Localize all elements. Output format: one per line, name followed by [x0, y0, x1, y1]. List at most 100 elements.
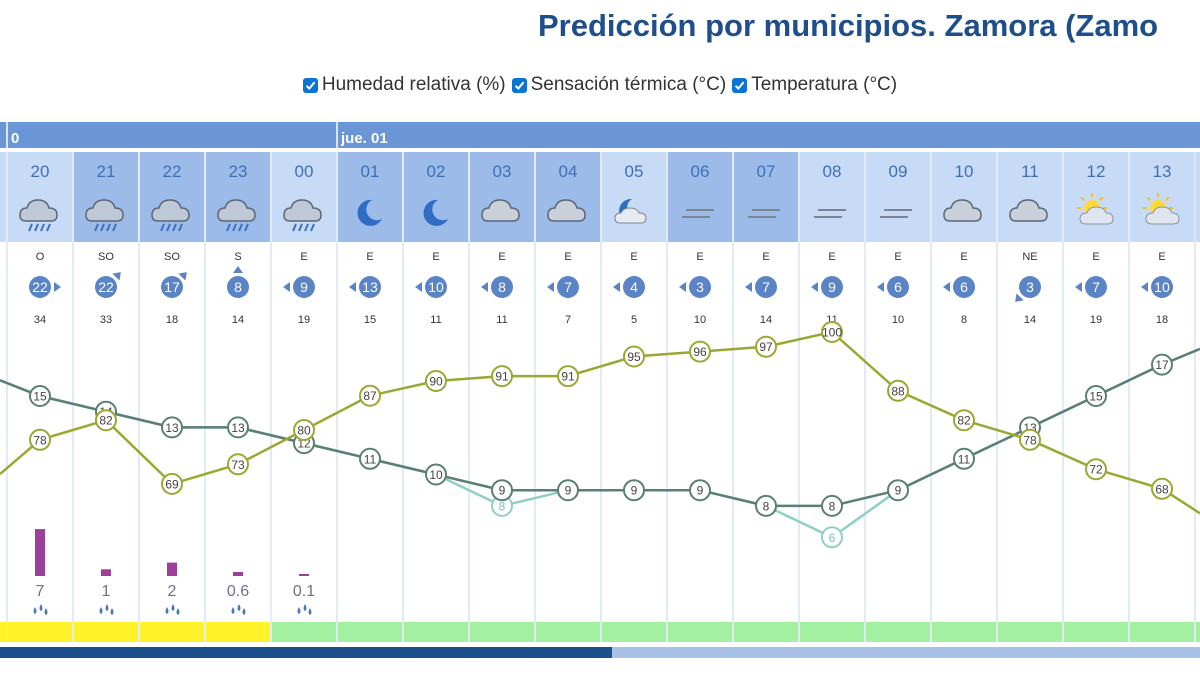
hour-label: 12 [1087, 162, 1106, 181]
day-label: jue. 01 [340, 130, 388, 147]
hour-cell [1195, 152, 1200, 242]
humidity-point [1085, 458, 1107, 481]
hour-cell [668, 152, 732, 242]
precipitation-label: 0.1 [293, 583, 315, 600]
humidity-point [227, 453, 249, 476]
moon-icon [423, 199, 448, 226]
humidity-point [359, 384, 381, 407]
temperature-value: 11 [958, 452, 971, 466]
hour-label: 21 [97, 162, 116, 181]
wind-speed-label: 4 [630, 279, 638, 295]
feels-like-value: 8 [499, 499, 506, 513]
wind-gust-label: 11 [826, 314, 837, 326]
wind-speed-label: 8 [498, 279, 506, 295]
humidity-point [755, 335, 777, 358]
temperature-point [887, 479, 909, 502]
wind-direction-label: E [960, 251, 967, 263]
wind-badge: 7 [1075, 276, 1107, 298]
warning-cell [206, 622, 270, 642]
wind-badge: 8 [227, 266, 249, 298]
wind-direction-label: E [564, 251, 571, 263]
temperature-point [623, 479, 645, 502]
wind-direction-label: E [894, 251, 901, 263]
fog-icon [748, 209, 780, 218]
moon-cloud-icon [614, 198, 647, 224]
cloud-icon [547, 199, 586, 222]
checkbox-humidity[interactable] [302, 77, 318, 93]
wind-badge: 6 [877, 276, 909, 298]
hour-cell [404, 152, 468, 242]
cloud-rain-icon [283, 199, 322, 232]
legend-label-humidity: Humedad relativa (%) [321, 74, 506, 95]
hour-cell [602, 152, 666, 242]
legend-item-temperature[interactable]: Temperatura (°C) [732, 74, 897, 96]
humidity-value: 96 [693, 345, 707, 359]
feels-like-value: 6 [829, 531, 836, 545]
wind-direction-label: S [234, 251, 241, 263]
hour-cell [8, 152, 72, 242]
hour-label: 06 [691, 162, 710, 181]
hour-label: 00 [295, 162, 314, 181]
warning-cell [272, 622, 336, 642]
wind-direction-label: SO [164, 251, 180, 263]
humidity-point [293, 419, 315, 441]
checkbox-temperature[interactable] [732, 77, 748, 93]
legend-item-feels-like[interactable]: Sensación térmica (°C) [511, 74, 727, 96]
hour-cell [1130, 152, 1194, 242]
cloud-rain-icon [19, 199, 58, 232]
precipitation-bar [299, 574, 309, 576]
temperature-value: 9 [895, 484, 902, 498]
legend-label-feels-like: Sensación térmica (°C) [530, 74, 727, 95]
precipitation-bar [35, 529, 45, 576]
wind-badge: 22 [29, 276, 61, 298]
wind-gust-label: 18 [1156, 314, 1168, 326]
wind-gust-label: 8 [961, 314, 967, 326]
hour-label: 04 [559, 162, 578, 181]
wind-gust-label: 33 [100, 314, 112, 326]
wind-speed-label: 7 [762, 279, 770, 295]
temperature-value: 10 [429, 468, 443, 482]
humidity-point [29, 428, 51, 451]
humidity-value: 78 [1023, 433, 1037, 447]
warning-cell [866, 622, 930, 642]
wind-badge: 9 [283, 276, 315, 298]
humidity-point [953, 409, 975, 432]
temperature-point [359, 447, 381, 470]
legend-item-humidity[interactable]: Humedad relativa (%) [302, 74, 506, 96]
legend: Humedad relativa (%) Sensación térmica (… [0, 74, 1200, 96]
feels-like-point [821, 526, 843, 549]
humidity-point [95, 409, 117, 432]
temperature-value: 9 [631, 484, 638, 498]
hour-cell [932, 152, 996, 242]
checkbox-feels-like[interactable] [511, 77, 527, 93]
wind-direction-label: E [1158, 251, 1165, 263]
temperature-value: 13 [165, 421, 179, 435]
wind-gust-label: 5 [631, 314, 637, 326]
wind-gust-label: 14 [232, 314, 244, 326]
wind-direction-label: E [828, 251, 835, 263]
wind-direction-label: NE [1022, 251, 1037, 263]
warning-cell [74, 622, 138, 642]
scrollbar-thumb[interactable] [0, 647, 612, 658]
humidity-value: 100 [822, 326, 842, 340]
warning-cell [932, 622, 996, 642]
wind-speed-label: 3 [696, 279, 704, 295]
temperature-value: 13 [231, 421, 245, 435]
day-label: 0 [11, 130, 19, 147]
check-icon [734, 81, 745, 90]
hour-label: 02 [427, 162, 446, 181]
wind-direction-label: E [696, 251, 703, 263]
cloud-icon [1009, 199, 1048, 222]
humidity-point [491, 365, 513, 388]
wind-badge: 7 [547, 276, 579, 298]
temperature-point [1085, 385, 1107, 407]
wind-gust-label: 11 [496, 314, 507, 326]
fog-icon [682, 209, 714, 218]
hour-cell [140, 152, 204, 242]
raindrops-icon [231, 604, 246, 615]
wind-badge: 10 [415, 276, 447, 298]
wind-gust-label: 18 [166, 314, 178, 326]
wind-speed-label: 9 [828, 279, 836, 295]
temperature-point [953, 447, 975, 470]
